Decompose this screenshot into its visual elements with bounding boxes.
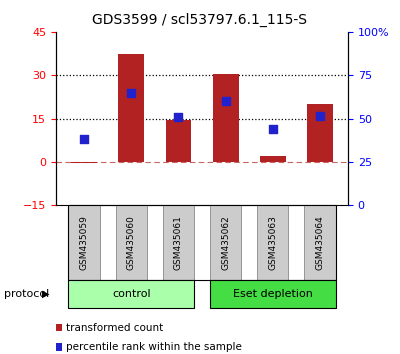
Text: GSM435064: GSM435064 — [315, 215, 324, 270]
FancyBboxPatch shape — [68, 280, 194, 308]
Point — [270, 126, 276, 132]
FancyBboxPatch shape — [163, 205, 194, 280]
Text: GSM435059: GSM435059 — [80, 215, 89, 270]
Text: control: control — [112, 289, 151, 299]
Point — [81, 136, 88, 142]
Point — [316, 113, 323, 119]
Text: protocol: protocol — [4, 289, 49, 299]
Bar — [166, 120, 192, 162]
Text: GSM435060: GSM435060 — [127, 215, 136, 270]
Text: GSM435062: GSM435062 — [221, 215, 230, 270]
Text: percentile rank within the sample: percentile rank within the sample — [66, 342, 242, 352]
Text: Eset depletion: Eset depletion — [233, 289, 312, 299]
Point — [175, 114, 182, 120]
Text: GSM435063: GSM435063 — [268, 215, 277, 270]
FancyBboxPatch shape — [116, 205, 147, 280]
FancyBboxPatch shape — [257, 205, 288, 280]
FancyBboxPatch shape — [68, 205, 100, 280]
Text: transformed count: transformed count — [66, 322, 163, 332]
Bar — [260, 156, 286, 162]
Bar — [118, 53, 144, 162]
Text: ▶: ▶ — [42, 289, 50, 299]
Text: GDS3599 / scl53797.6.1_115-S: GDS3599 / scl53797.6.1_115-S — [92, 12, 308, 27]
Bar — [71, 162, 97, 163]
FancyBboxPatch shape — [210, 280, 336, 308]
FancyBboxPatch shape — [210, 205, 241, 280]
Point — [128, 90, 134, 96]
Bar — [212, 74, 238, 162]
Point — [222, 98, 229, 104]
FancyBboxPatch shape — [304, 205, 336, 280]
Bar — [307, 104, 333, 162]
Text: GSM435061: GSM435061 — [174, 215, 183, 270]
